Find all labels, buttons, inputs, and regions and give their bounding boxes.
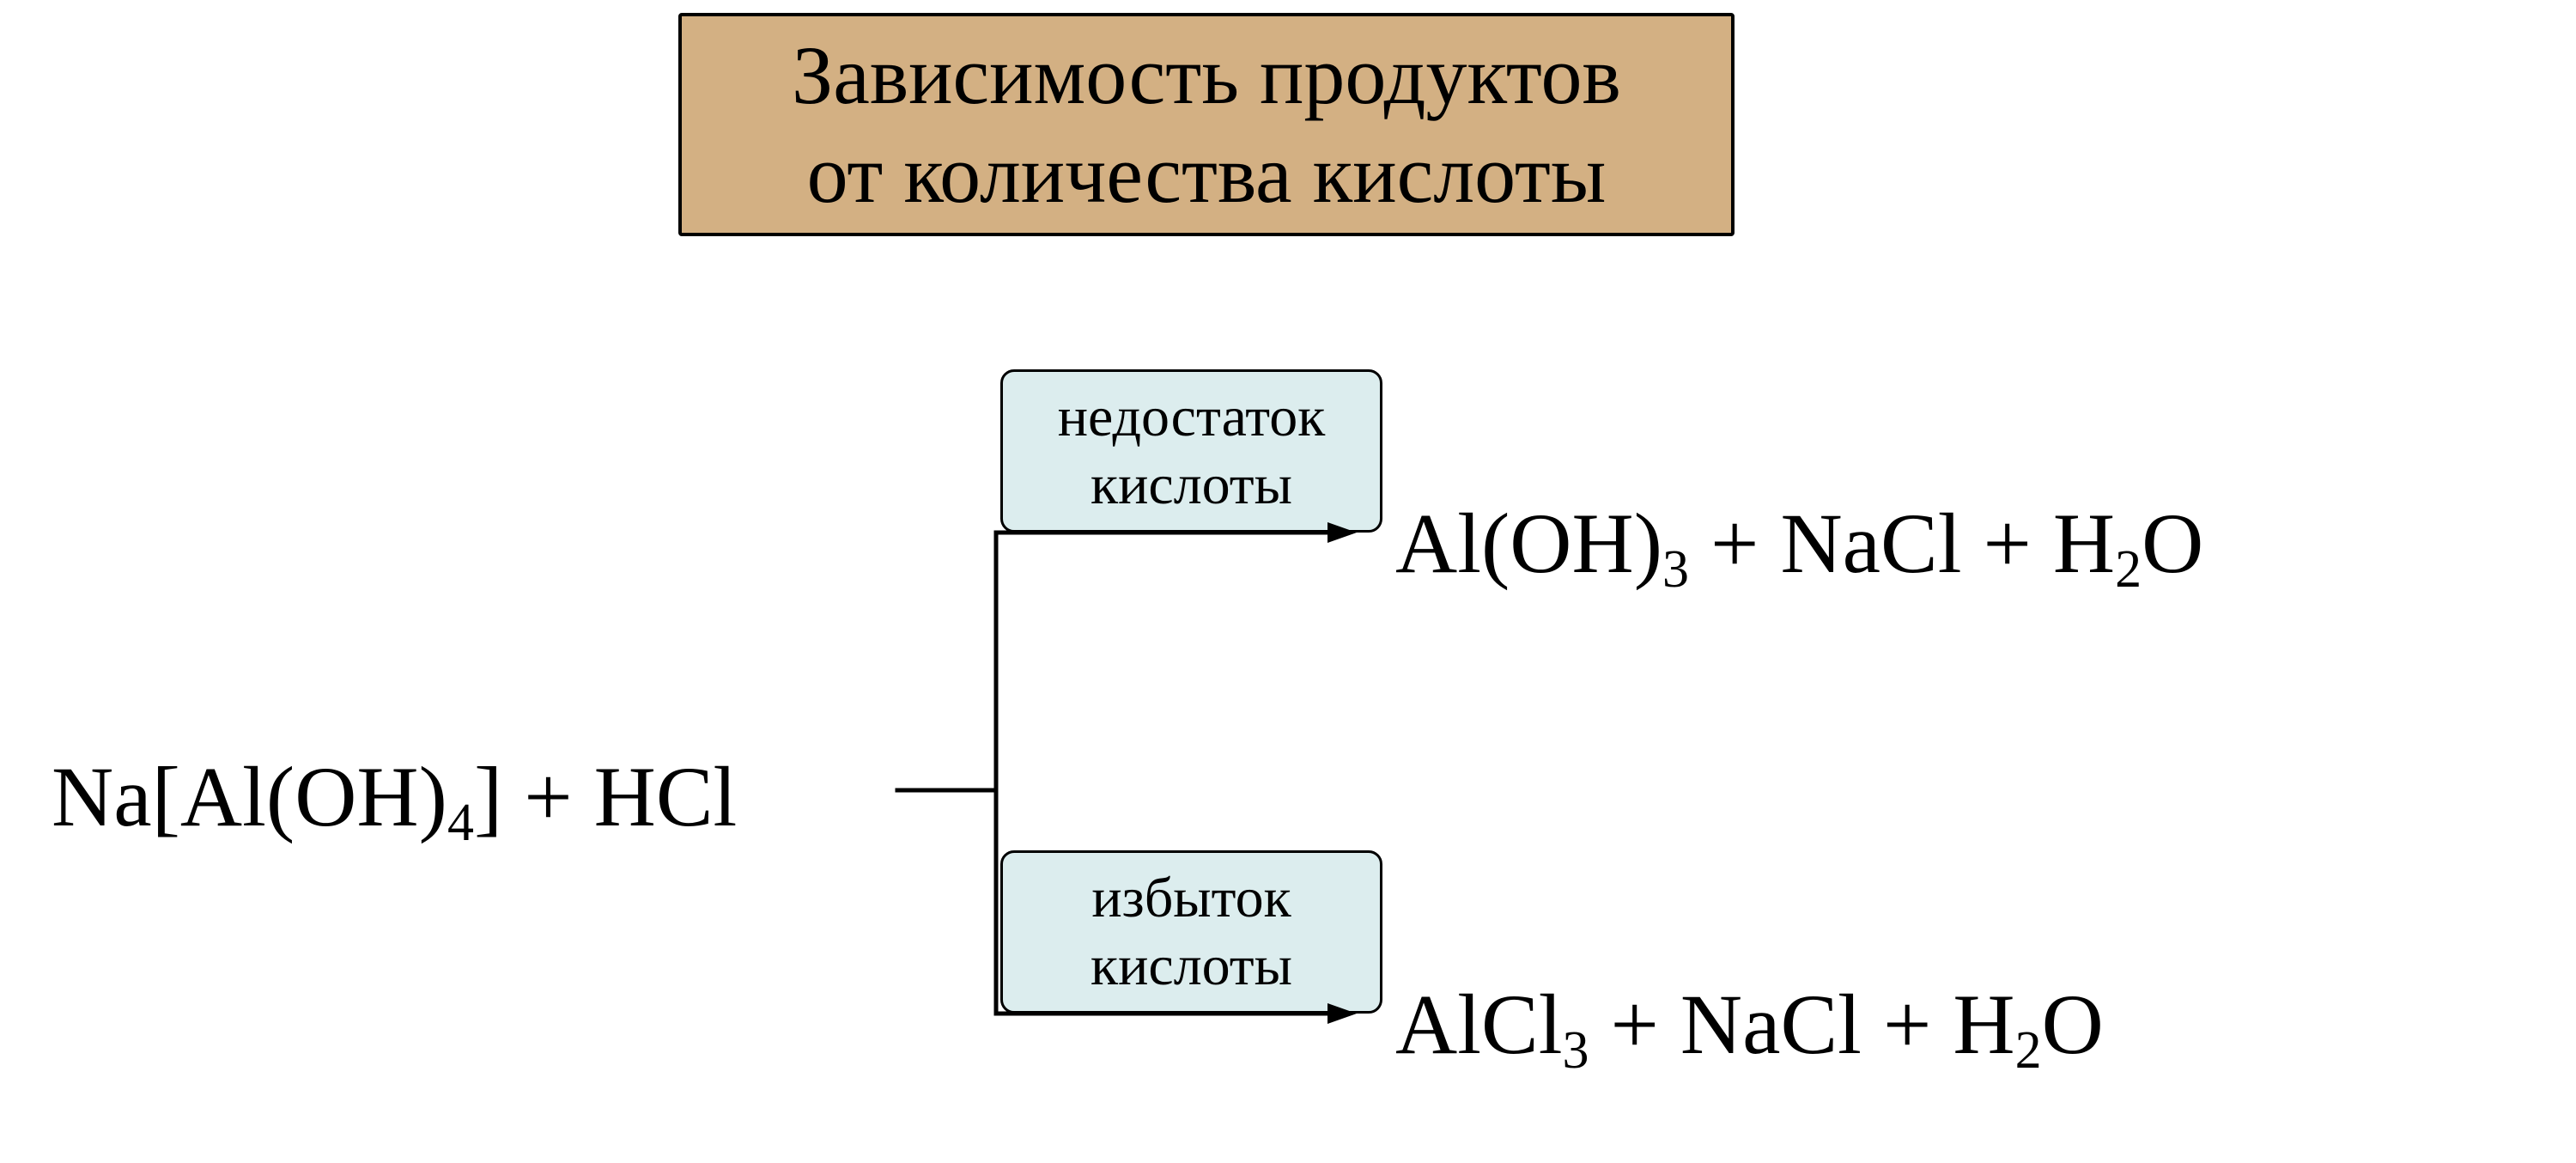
product-bot-sub-1: 3 bbox=[1562, 1021, 1589, 1080]
bot-condition-line-2: кислоты bbox=[1091, 932, 1292, 1000]
top-condition-line-1: недостаток bbox=[1058, 383, 1326, 451]
top-condition-box: недостаток кислоты bbox=[1000, 369, 1382, 533]
product-top-part-2: + NaCl + H bbox=[1689, 496, 2115, 591]
bot-condition-box: избыток кислоты bbox=[1000, 850, 1382, 1014]
title-line-2: от количества кислоты bbox=[807, 125, 1607, 223]
reactant-part-0: Na[Al(OH) bbox=[52, 749, 447, 844]
bot-condition-line-1: избыток bbox=[1091, 864, 1291, 932]
product-bot-formula: AlCl3 + NaCl + H2O bbox=[1395, 975, 2104, 1074]
product-top-part-0: Al(OH) bbox=[1395, 496, 1662, 591]
product-top-formula: Al(OH)3 + NaCl + H2O bbox=[1395, 494, 2203, 593]
reactant-formula: Na[Al(OH)4] + HCl bbox=[52, 747, 737, 846]
product-bot-part-4: O bbox=[2042, 977, 2104, 1072]
title-box: Зависимость продуктов от количества кисл… bbox=[678, 13, 1735, 236]
title-line-1: Зависимость продуктов bbox=[792, 26, 1621, 125]
reactant-sub-1: 4 bbox=[447, 794, 474, 852]
top-condition-line-2: кислоты bbox=[1091, 451, 1292, 519]
product-top-sub-3: 2 bbox=[2115, 540, 2142, 599]
product-top-part-4: O bbox=[2142, 496, 2203, 591]
product-top-sub-1: 3 bbox=[1662, 540, 1689, 599]
product-bot-part-2: + NaCl + H bbox=[1589, 977, 2014, 1072]
reactant-part-2: ] + HCl bbox=[474, 749, 737, 844]
product-bot-sub-3: 2 bbox=[2015, 1021, 2042, 1080]
product-bot-part-0: AlCl bbox=[1395, 977, 1562, 1072]
